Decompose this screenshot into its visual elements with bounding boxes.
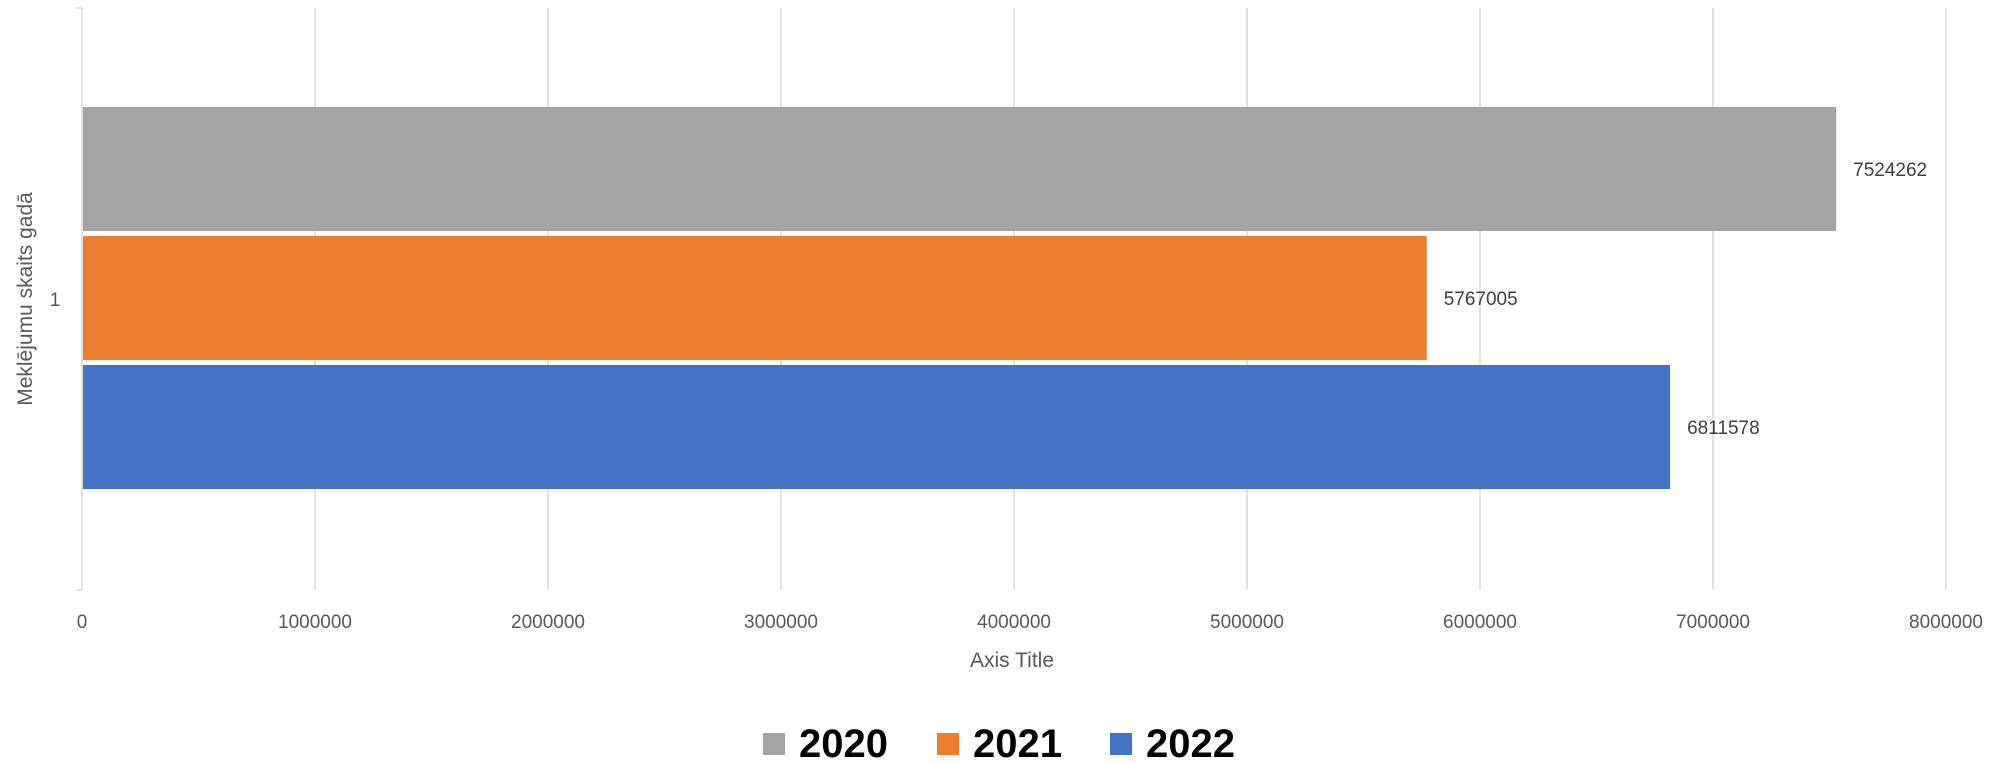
legend-swatch-2021 [937,733,959,755]
legend-label-2022: 2022 [1146,722,1235,763]
x-tick-label: 1000000 [278,612,352,633]
data-labels: 7524262 5767005 6811578 [1444,160,1927,439]
data-label-2020: 7524262 [1853,160,1927,181]
category-labels: 1 [50,290,61,311]
x-tick-label: 0 [77,612,88,633]
x-tick-label: 3000000 [744,612,818,633]
axes [76,7,83,591]
x-tick-labels: 0 1000000 2000000 3000000 4000000 5000000 6000… [77,612,1983,633]
legend: 2020 2021 2022 [763,722,1235,763]
legend-label-2020: 2020 [799,722,888,763]
y-axis-title: Meklējumu skaits gadā [14,192,37,406]
x-tick-label: 2000000 [511,612,585,633]
data-label-2022: 6811578 [1687,418,1760,439]
legend-swatch-2020 [763,733,785,755]
x-axis-title: Axis Title [970,649,1054,672]
bar-2021 [83,236,1427,360]
data-label-2021: 5767005 [1444,289,1518,310]
legend-swatch-2022 [1110,733,1132,755]
legend-label-2021: 2021 [973,722,1062,763]
x-tick-label: 5000000 [1210,612,1284,633]
x-tick-label: 7000000 [1676,612,1750,633]
category-label: 1 [50,290,61,311]
x-tick-label: 4000000 [977,612,1051,633]
bar-2020 [83,107,1837,231]
x-tick-label: 8000000 [1909,612,1983,633]
x-tick-label: 6000000 [1443,612,1517,633]
bars [83,107,1837,489]
bar-2022 [83,365,1671,489]
